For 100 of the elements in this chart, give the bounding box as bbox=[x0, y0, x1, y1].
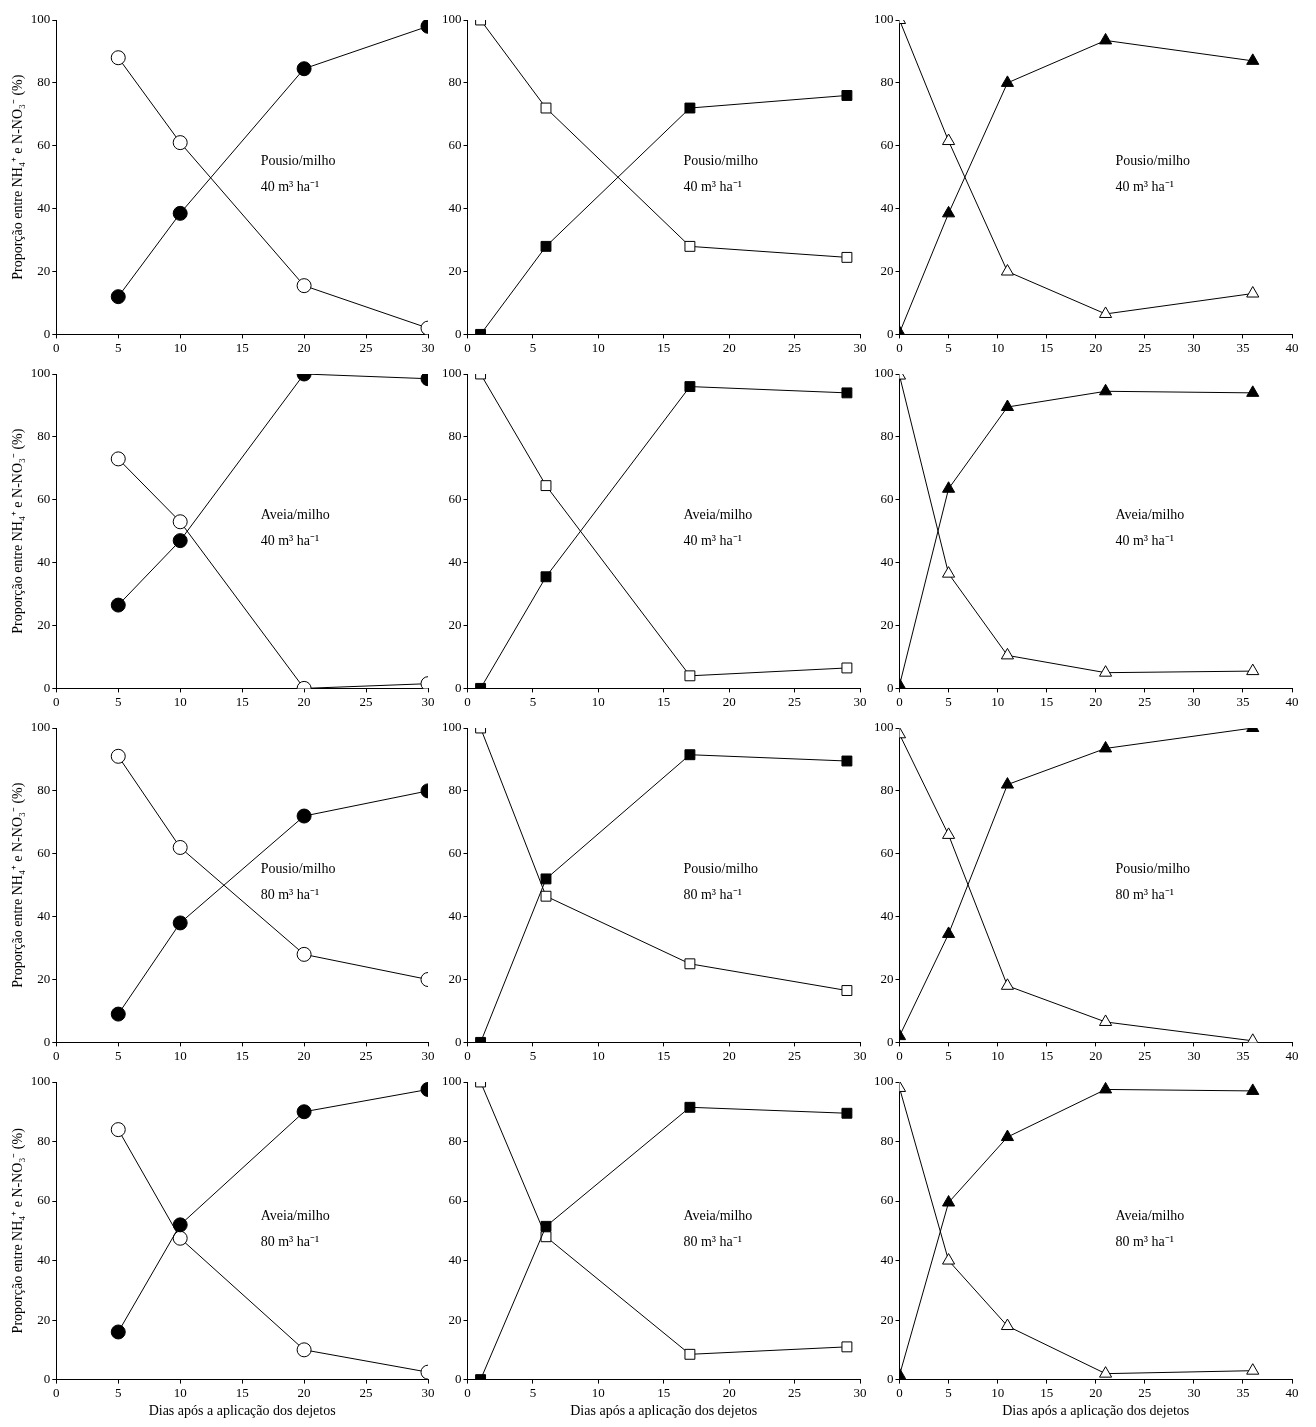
x-tick-label: 10 bbox=[591, 1384, 605, 1400]
x-tick-label: 10 bbox=[173, 339, 187, 355]
y-tick-label: 100 bbox=[30, 1073, 51, 1089]
y-tick-label: 0 bbox=[887, 1033, 894, 1049]
x-tick-label: 25 bbox=[1138, 339, 1152, 355]
annotation: 40 m³ ha⁻¹ bbox=[260, 179, 320, 195]
x-tick-label: 30 bbox=[1187, 1384, 1201, 1400]
point bbox=[942, 1253, 956, 1265]
annotation: 40 m³ ha⁻¹ bbox=[260, 533, 320, 549]
y-tick-label: 80 bbox=[880, 74, 894, 90]
x-tick-label: 25 bbox=[1138, 1384, 1152, 1400]
point bbox=[684, 102, 696, 114]
y-tick-label: 40 bbox=[37, 554, 51, 570]
annotation: Pousio/milho bbox=[683, 861, 759, 877]
x-tick-label: 20 bbox=[722, 1384, 736, 1400]
annotation: 80 m³ ha⁻¹ bbox=[1115, 1233, 1174, 1249]
point bbox=[841, 387, 853, 399]
point bbox=[540, 873, 552, 885]
x-tick-label: 30 bbox=[853, 339, 867, 355]
point bbox=[172, 135, 188, 151]
y-tick-label: 20 bbox=[880, 1311, 894, 1327]
annotation: 40 m³ ha⁻¹ bbox=[683, 533, 742, 549]
annotation: Pousio/milho bbox=[1115, 153, 1191, 169]
point bbox=[172, 839, 188, 855]
annotation: Aveia/milho bbox=[1115, 1207, 1185, 1223]
point bbox=[942, 827, 956, 839]
y-tick-label: 100 bbox=[30, 719, 51, 735]
x-tick-label: 15 bbox=[1040, 693, 1054, 709]
point bbox=[1099, 740, 1113, 753]
y-tick-label: 0 bbox=[455, 679, 462, 695]
x-tick-label: 35 bbox=[1236, 1384, 1250, 1400]
y-tick-label: 80 bbox=[37, 428, 51, 444]
point bbox=[540, 571, 552, 583]
y-tick-label: 0 bbox=[887, 325, 894, 341]
x-tick-label: 30 bbox=[853, 1047, 867, 1063]
x-tick-label: 15 bbox=[235, 1384, 249, 1400]
x-tick-label: 10 bbox=[591, 339, 605, 355]
x-tick-label: 15 bbox=[657, 1047, 671, 1063]
y-tick-label: 20 bbox=[37, 262, 51, 278]
x-tick-label: 35 bbox=[1236, 339, 1250, 355]
y-tick-label: 20 bbox=[448, 262, 462, 278]
y-tick-label: 60 bbox=[448, 491, 462, 507]
annotation: Pousio/milho bbox=[260, 861, 336, 877]
y-tick-label: 100 bbox=[442, 11, 462, 27]
y-tick-label: 40 bbox=[448, 1251, 462, 1267]
x-tick-label: 5 bbox=[115, 1384, 122, 1400]
point bbox=[540, 240, 552, 252]
y-tick-label: 80 bbox=[880, 1132, 894, 1148]
y-tick-label: 20 bbox=[448, 970, 462, 986]
x-tick-label: 15 bbox=[235, 1047, 249, 1063]
y-tick-label: 80 bbox=[37, 782, 51, 798]
y-tick-label: 60 bbox=[448, 1192, 462, 1208]
annotation: Aveia/milho bbox=[260, 1207, 330, 1223]
y-tick-label: 0 bbox=[887, 679, 894, 695]
point bbox=[110, 289, 126, 305]
x-tick-label: 5 bbox=[529, 1047, 537, 1063]
y-tick-label: 100 bbox=[442, 719, 462, 735]
y-tick-label: 60 bbox=[37, 137, 51, 153]
point bbox=[1000, 75, 1014, 87]
point bbox=[110, 597, 126, 613]
point bbox=[1099, 383, 1113, 396]
x-tick-label: 20 bbox=[1089, 1047, 1103, 1063]
point bbox=[942, 1195, 956, 1207]
x-tick-label: 40 bbox=[1285, 1047, 1299, 1063]
x-tick-label: 25 bbox=[359, 339, 373, 355]
y-tick-label: 20 bbox=[880, 616, 894, 632]
y-tick-label: 80 bbox=[880, 782, 894, 798]
y-tick-label: 80 bbox=[37, 1132, 51, 1148]
y-tick-label: 40 bbox=[37, 908, 51, 924]
y-tick-label: 80 bbox=[448, 428, 462, 444]
point bbox=[841, 985, 853, 996]
x-tick-label: 15 bbox=[657, 1384, 671, 1400]
x-tick-label: 20 bbox=[297, 1384, 311, 1400]
x-tick-label: 10 bbox=[173, 693, 187, 709]
x-tick-label: 30 bbox=[1187, 1047, 1201, 1063]
y-axis-title: Proporção entre NH₄⁺ e N-NO₃⁻ (%) bbox=[10, 782, 27, 988]
y-tick-label: 60 bbox=[37, 845, 51, 861]
x-tick-label: 20 bbox=[1089, 1384, 1103, 1400]
x-tick-label: 25 bbox=[359, 1047, 373, 1063]
annotation: 40 m³ ha⁻¹ bbox=[1115, 179, 1174, 195]
y-tick-label: 20 bbox=[37, 1311, 51, 1327]
y-tick-label: 40 bbox=[880, 908, 894, 924]
point bbox=[540, 102, 552, 114]
x-tick-label: 5 bbox=[115, 1047, 122, 1063]
point bbox=[1246, 286, 1260, 298]
x-tick-label: 20 bbox=[1089, 339, 1103, 355]
point bbox=[841, 1341, 853, 1353]
point bbox=[684, 1101, 696, 1113]
point bbox=[841, 755, 853, 767]
point bbox=[110, 451, 126, 467]
point bbox=[110, 748, 126, 764]
y-tick-label: 60 bbox=[880, 845, 894, 861]
x-tick-label: 15 bbox=[1040, 1384, 1054, 1400]
x-tick-label: 20 bbox=[722, 693, 736, 709]
y-tick-label: 0 bbox=[455, 325, 462, 341]
y-tick-label: 60 bbox=[448, 845, 462, 861]
x-tick-label: 5 bbox=[945, 339, 952, 355]
point bbox=[684, 958, 696, 970]
x-tick-label: 25 bbox=[1138, 1047, 1152, 1063]
point bbox=[942, 926, 956, 938]
